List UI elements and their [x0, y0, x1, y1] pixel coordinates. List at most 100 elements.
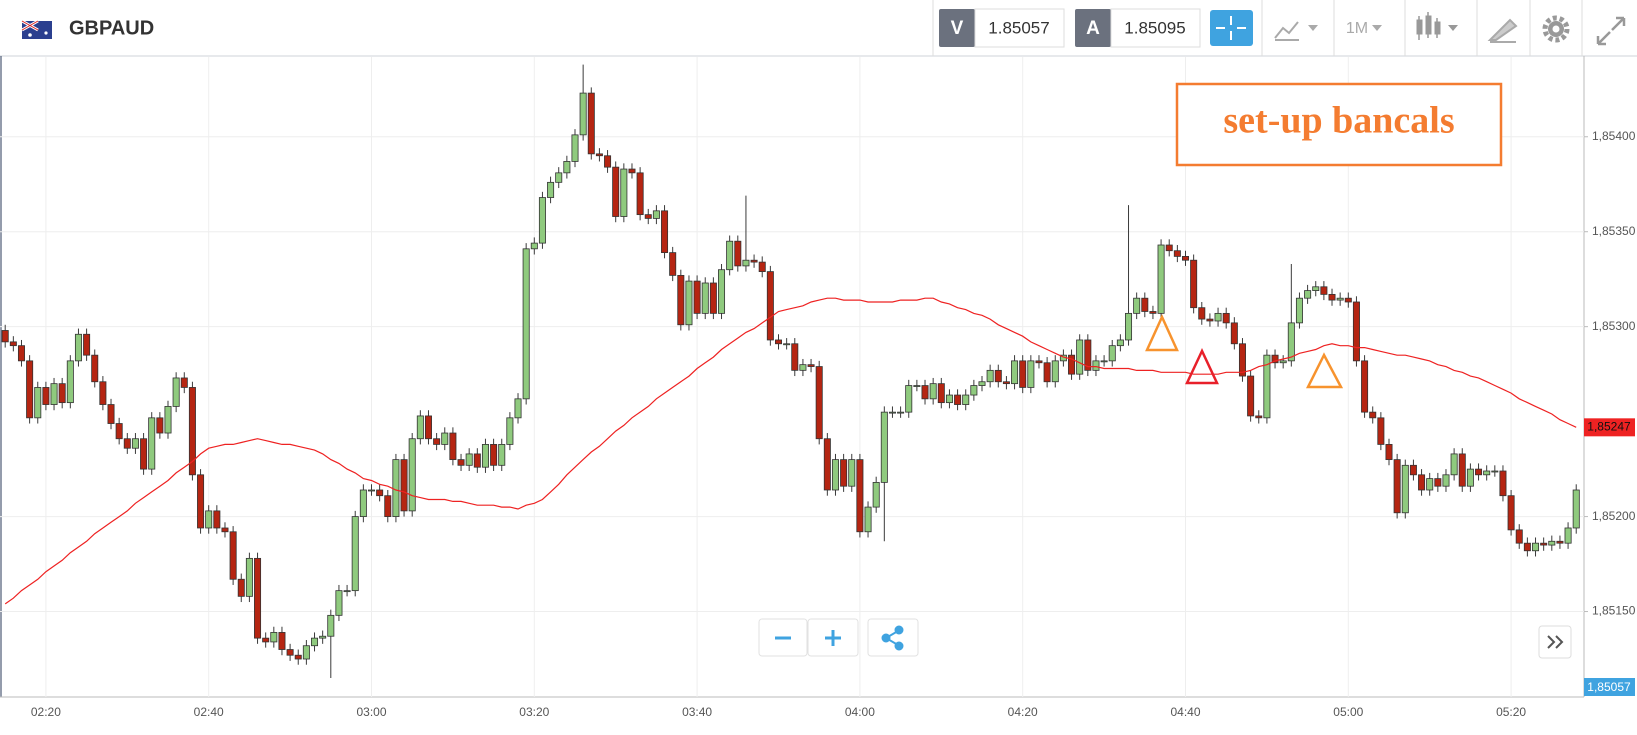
- candle-body: [1173, 250, 1181, 257]
- symbol: GBPAUD: [69, 17, 154, 39]
- candle-body: [1385, 444, 1393, 461]
- share-icon[interactable]: [881, 625, 904, 651]
- candle-body: [367, 489, 375, 492]
- ask-box[interactable]: [1110, 8, 1201, 48]
- candle-body: [408, 438, 416, 512]
- triangle-marker: [1305, 352, 1344, 389]
- candle-body: [1068, 354, 1076, 375]
- candle-body: [1182, 256, 1190, 261]
- timeframe[interactable]: 1M: [1346, 20, 1368, 37]
- crosshair-button[interactable]: [1210, 10, 1253, 46]
- candle-body: [1393, 459, 1401, 514]
- candle-body: [978, 381, 986, 386]
- candle-body: [1548, 540, 1556, 546]
- y-tick-label: 1,85200: [1592, 509, 1636, 523]
- candle-body: [1409, 464, 1417, 476]
- candle-body: [791, 343, 799, 371]
- candle-body: [262, 637, 270, 643]
- candle-body: [449, 432, 457, 461]
- ask-key-box[interactable]: [1075, 9, 1111, 47]
- scroll-end-icon[interactable]: [1547, 635, 1564, 649]
- candle-body: [555, 172, 563, 183]
- candle-body: [758, 261, 766, 272]
- share-button[interactable]: [867, 618, 919, 657]
- candle-body: [1190, 259, 1198, 309]
- chart-type-button[interactable]: [1274, 21, 1318, 41]
- candle-body: [815, 366, 823, 440]
- candle-body: [115, 423, 123, 440]
- candle-body: [1019, 360, 1027, 388]
- candle-body: [1458, 453, 1466, 487]
- candle-body: [359, 489, 367, 517]
- candle-body: [1165, 244, 1173, 252]
- candle-body: [286, 649, 294, 656]
- candle-body: [1157, 244, 1165, 314]
- candle-body: [897, 411, 905, 414]
- candle-body: [652, 210, 660, 219]
- candle-body: [1491, 470, 1499, 473]
- candle-body: [213, 510, 221, 529]
- candle-body: [335, 590, 343, 616]
- ask-price[interactable]: 1.85095: [1124, 18, 1185, 37]
- candle-body: [1442, 474, 1450, 487]
- candle-body: [1361, 360, 1369, 413]
- zoom-in-icon[interactable]: [825, 630, 841, 646]
- candle-body: [441, 432, 449, 445]
- bid-box[interactable]: [974, 8, 1065, 48]
- candle-body: [1287, 322, 1295, 362]
- candle-body: [986, 369, 994, 383]
- candle-body: [856, 459, 864, 533]
- bid-price[interactable]: 1.85057: [988, 18, 1049, 37]
- fullscreen-button[interactable]: [1596, 16, 1626, 46]
- bid-key-box[interactable]: [939, 9, 975, 47]
- candle-body: [880, 411, 888, 483]
- candle-body: [254, 557, 262, 639]
- candle-type-button[interactable]: [1416, 12, 1458, 40]
- x-tick-label: 03:40: [682, 705, 712, 719]
- candle-body: [970, 385, 978, 396]
- candle-body: [416, 415, 424, 440]
- candle-body: [522, 248, 530, 400]
- candle-body: [351, 516, 359, 592]
- candle-body: [840, 459, 848, 487]
- flag: [21, 19, 52, 39]
- candle-body: [718, 269, 726, 314]
- candle-body: [677, 274, 685, 326]
- bid-key[interactable]: V: [951, 18, 964, 39]
- x-tick-label: 03:20: [519, 705, 549, 719]
- candle-body: [734, 240, 742, 267]
- candle-body: [628, 168, 636, 174]
- candle-body: [1125, 312, 1133, 341]
- candle-body: [1116, 339, 1124, 347]
- candle-body: [1043, 362, 1051, 383]
- candle-body: [538, 197, 546, 244]
- bid-tag: [1584, 678, 1635, 696]
- candle-body: [750, 259, 758, 263]
- candle-body: [604, 155, 612, 168]
- candle-body: [99, 381, 107, 405]
- candle-body: [26, 360, 34, 419]
- x-tick-label: 04:00: [845, 705, 875, 719]
- candle-body: [66, 360, 74, 404]
- bid-tag-label: 1,85057: [1587, 680, 1631, 694]
- candle-body: [164, 406, 172, 434]
- draw-button[interactable]: [1487, 18, 1518, 43]
- candle-body: [188, 387, 196, 476]
- candle-body: [1002, 381, 1010, 385]
- y-tick-label: 1,85350: [1592, 224, 1636, 238]
- candle-body: [1198, 307, 1206, 320]
- candle-body: [954, 394, 962, 405]
- candle-body: [1076, 339, 1084, 375]
- ask-key[interactable]: A: [1086, 18, 1100, 39]
- candle-body: [34, 387, 42, 419]
- candle-body: [1336, 297, 1344, 301]
- candle-body: [636, 172, 644, 216]
- candle-body: [864, 506, 872, 533]
- candle-body: [229, 531, 237, 580]
- timeframe-caret[interactable]: [1372, 25, 1382, 31]
- settings-button[interactable]: [1542, 15, 1570, 43]
- candle-body: [1572, 489, 1580, 529]
- candle-body: [766, 271, 774, 341]
- candle-body: [1564, 527, 1572, 544]
- candle-body: [1507, 495, 1515, 531]
